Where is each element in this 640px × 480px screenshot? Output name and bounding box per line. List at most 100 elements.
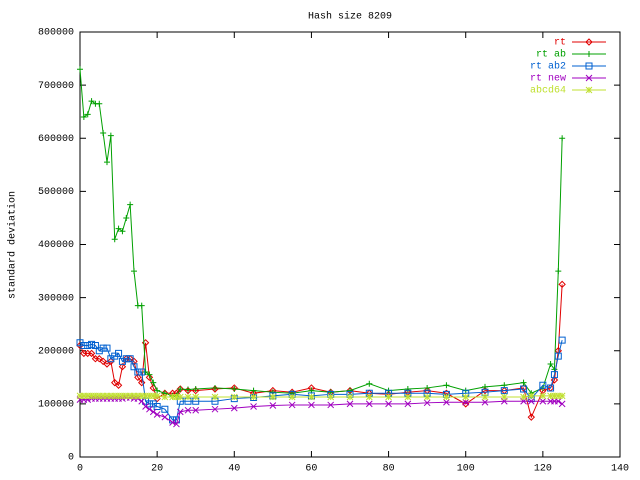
x-tick-label: 120 bbox=[534, 464, 552, 475]
data-point bbox=[423, 399, 431, 407]
data-point bbox=[519, 384, 528, 392]
data-point bbox=[192, 406, 200, 414]
data-point bbox=[145, 373, 154, 382]
data-point bbox=[539, 392, 547, 400]
data-point bbox=[443, 393, 450, 401]
data-point bbox=[520, 393, 527, 401]
data-point bbox=[555, 268, 562, 275]
data-point bbox=[149, 408, 157, 416]
data-point bbox=[288, 393, 296, 401]
data-point bbox=[539, 397, 547, 405]
data-point bbox=[365, 393, 373, 401]
data-point bbox=[161, 413, 169, 421]
data-point bbox=[365, 400, 373, 408]
data-point bbox=[100, 129, 107, 136]
data-point bbox=[77, 66, 83, 73]
data-point bbox=[80, 392, 88, 400]
legend-label: rt ab bbox=[536, 49, 566, 61]
data-point bbox=[554, 352, 562, 360]
data-point bbox=[172, 416, 180, 424]
data-point bbox=[107, 357, 115, 366]
data-point bbox=[138, 392, 146, 400]
data-point bbox=[385, 393, 392, 401]
data-point bbox=[527, 392, 535, 400]
data-point bbox=[142, 369, 149, 375]
data-point bbox=[84, 392, 92, 400]
data-point bbox=[146, 371, 153, 378]
data-point bbox=[126, 392, 134, 400]
data-point bbox=[547, 392, 554, 400]
data-point bbox=[153, 411, 161, 418]
y-tick-label: 0 bbox=[68, 453, 74, 464]
data-point bbox=[520, 379, 527, 386]
data-point bbox=[500, 387, 508, 395]
data-point bbox=[462, 400, 470, 408]
x-tick-label: 0 bbox=[77, 464, 83, 475]
data-point bbox=[130, 357, 138, 366]
data-point bbox=[481, 388, 489, 396]
data-point bbox=[404, 386, 411, 392]
data-point bbox=[95, 392, 103, 400]
data-point bbox=[115, 349, 123, 357]
legend-label: abcd64 bbox=[530, 85, 566, 97]
data-point bbox=[462, 398, 470, 406]
data-point bbox=[443, 382, 450, 389]
data-point bbox=[123, 214, 130, 221]
data-point bbox=[423, 393, 431, 401]
data-point bbox=[111, 236, 118, 243]
data-point bbox=[404, 393, 412, 401]
data-point bbox=[96, 100, 103, 107]
data-point bbox=[250, 393, 257, 401]
data-point bbox=[366, 380, 373, 387]
data-point bbox=[88, 392, 95, 400]
data-point bbox=[130, 363, 138, 371]
data-point bbox=[115, 225, 122, 232]
legend-label: rt new bbox=[530, 74, 566, 85]
data-point bbox=[192, 393, 200, 401]
y-tick-label: 700000 bbox=[38, 81, 74, 92]
data-point bbox=[250, 387, 257, 394]
data-point bbox=[443, 398, 450, 406]
data-point bbox=[118, 362, 127, 371]
data-point bbox=[327, 393, 335, 401]
data-point bbox=[385, 400, 392, 408]
data-point bbox=[138, 397, 146, 405]
data-point bbox=[308, 393, 315, 401]
x-tick-label: 20 bbox=[151, 464, 163, 475]
data-point bbox=[230, 404, 238, 412]
data-point bbox=[176, 408, 184, 416]
data-point bbox=[130, 392, 138, 400]
data-point bbox=[103, 392, 111, 400]
data-point bbox=[559, 135, 566, 142]
data-point bbox=[269, 402, 277, 409]
data-point bbox=[184, 393, 192, 401]
data-point bbox=[558, 400, 566, 408]
data-point bbox=[404, 400, 412, 408]
data-point bbox=[554, 397, 562, 405]
data-point bbox=[111, 378, 119, 387]
data-point bbox=[142, 392, 149, 400]
x-tick-label: 140 bbox=[611, 464, 629, 475]
data-point bbox=[327, 401, 335, 409]
data-point bbox=[169, 393, 176, 401]
data-point bbox=[91, 341, 99, 349]
data-point bbox=[80, 114, 87, 120]
data-point bbox=[230, 393, 238, 401]
data-point bbox=[134, 373, 142, 382]
data-point bbox=[111, 392, 119, 400]
data-point bbox=[92, 392, 99, 400]
data-point bbox=[149, 392, 157, 400]
legend-marker bbox=[585, 86, 593, 94]
data-point bbox=[138, 378, 146, 387]
data-point bbox=[138, 368, 146, 376]
legend-marker bbox=[585, 62, 593, 70]
data-point bbox=[288, 401, 296, 409]
data-point bbox=[99, 357, 107, 366]
y-tick-label: 800000 bbox=[38, 28, 74, 39]
data-point bbox=[173, 393, 180, 401]
y-tick-label: 500000 bbox=[38, 187, 74, 198]
data-point bbox=[131, 268, 137, 275]
data-point bbox=[184, 406, 192, 414]
